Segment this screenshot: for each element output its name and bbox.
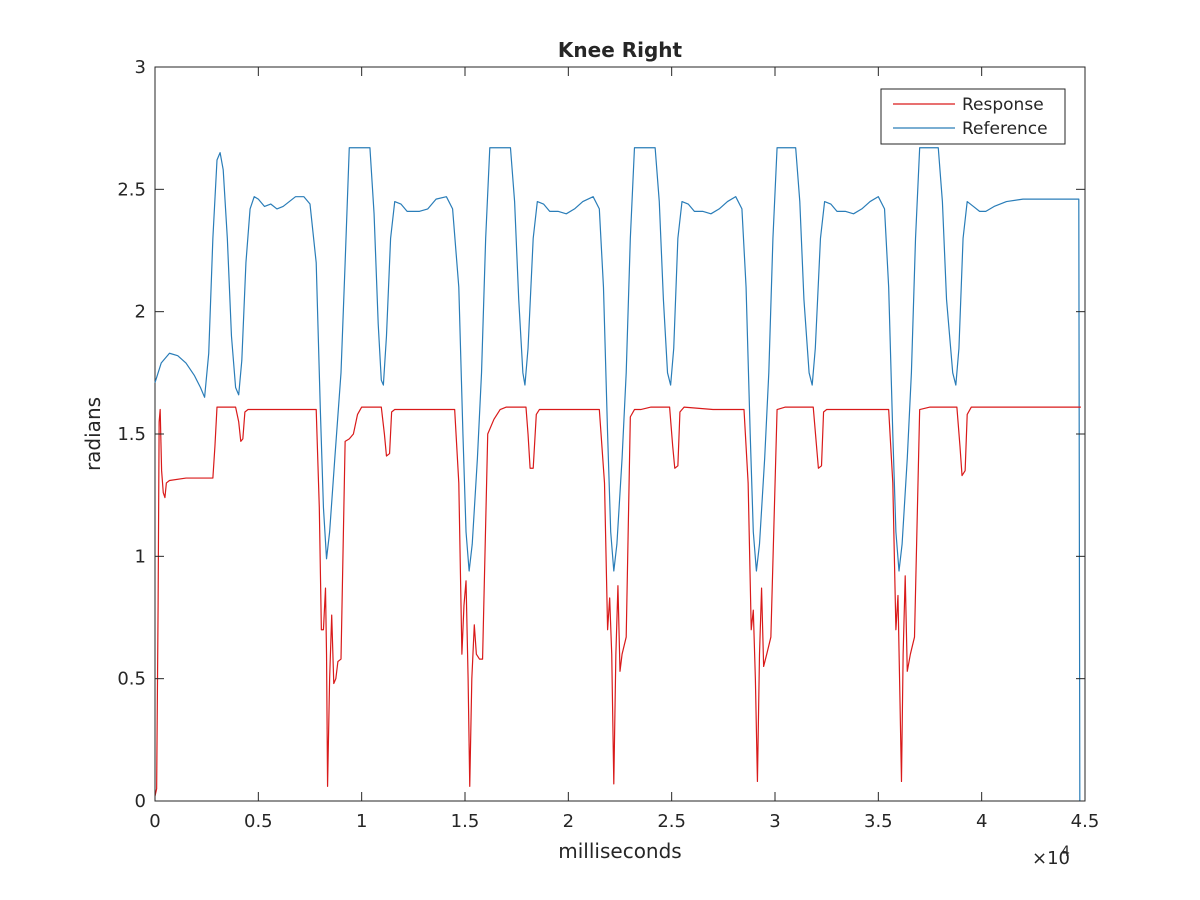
y-tick-label: 2 [135, 302, 146, 323]
x-tick-label: 3.5 [864, 811, 893, 832]
x-exponent: ×10 4 [1032, 844, 1070, 869]
y-axis-label: radians [81, 397, 105, 471]
x-axis-label: milliseconds [558, 839, 681, 863]
y-tick-label: 0 [135, 791, 146, 812]
series-line-response [154, 406, 1081, 797]
y-tick-label: 0.5 [117, 669, 146, 690]
x-tick-label: 1 [356, 811, 367, 832]
x-tick-label: 4 [976, 811, 987, 832]
x-tick-label: 0.5 [244, 811, 273, 832]
legend-box [880, 88, 1066, 145]
x-tick-label: 1.5 [451, 811, 480, 832]
legend: Response Reference [880, 88, 1066, 145]
legend-label-reference: Reference [962, 119, 1048, 139]
chart-title: Knee Right [558, 38, 683, 62]
y-tick-label: 2.5 [117, 179, 146, 200]
plot-area: 0 0.5 1 1.5 2 2.5 3 3.5 4 4.5 0 0.5 1 1.5 2 2.5 3 [117, 57, 1099, 832]
x-tick-label: 4.5 [1071, 811, 1100, 832]
legend-label-response: Response [962, 95, 1044, 115]
series-layer [154, 147, 1081, 802]
y-tick-label: 3 [135, 57, 146, 78]
x-exponent-base: ×10 [1032, 848, 1070, 869]
x-tick-label: 3 [769, 811, 780, 832]
y-tick-label: 1.5 [117, 424, 146, 445]
axes-box [154, 66, 1086, 802]
x-tick-label: 0 [149, 811, 160, 832]
tick-layer: 0 0.5 1 1.5 2 2.5 3 3.5 4 4.5 0 0.5 1 1.5 2 2.5 3 [117, 57, 1099, 832]
y-tick-label: 1 [135, 546, 146, 567]
series-line-reference [154, 147, 1081, 802]
x-tick-label: 2 [563, 811, 574, 832]
x-tick-label: 2.5 [657, 811, 686, 832]
x-exponent-power: 4 [1061, 844, 1070, 860]
